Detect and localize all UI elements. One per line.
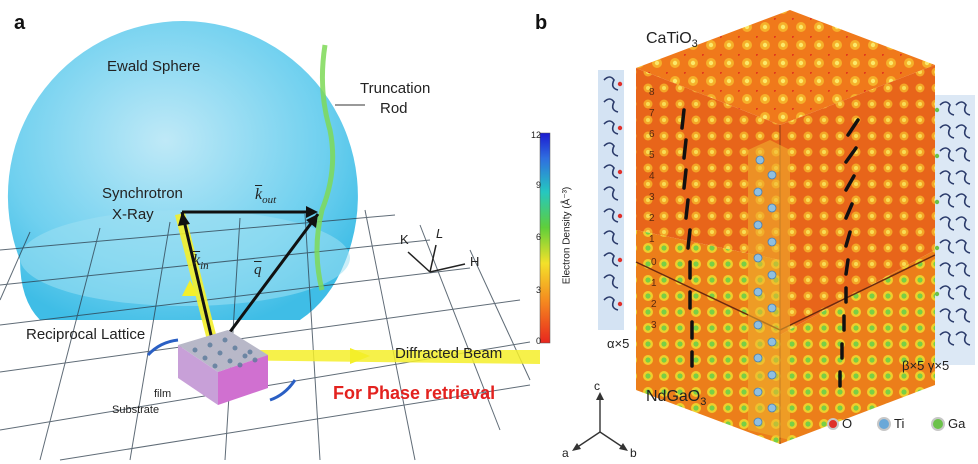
axis-b-label: b [630, 446, 637, 460]
diffracted-beam-arrow [350, 348, 370, 364]
legend-ga-swatch [931, 417, 945, 431]
q-arrowhead [306, 214, 318, 228]
top-material-label: CaTiO3 [646, 30, 698, 50]
layer-number: 7 [649, 108, 655, 119]
c-axis-arrow [596, 392, 604, 400]
alpha-tilt-oxygen [617, 81, 623, 307]
colorbar [539, 132, 551, 344]
cube-left-face-top [636, 68, 780, 260]
layer-number: 2 [651, 299, 657, 310]
truncation-rod-label-line2: Rod [380, 100, 408, 117]
rotation-arrow-left [146, 338, 179, 357]
truncation-rod [314, 44, 336, 291]
k-out-arrowhead [306, 206, 318, 218]
substrate-label: Substrate [112, 404, 160, 416]
layer-number: 1 [649, 234, 655, 245]
klh-axes [407, 244, 466, 273]
axis-h-label: H [470, 254, 480, 269]
phase-retrieval-label: For Phase retrieval [333, 383, 496, 403]
layer-numbers-top: 8 7 6 5 4 3 2 1 [649, 82, 655, 250]
film-side-right [218, 355, 268, 405]
bottom-material-name: NdGaO [646, 388, 701, 405]
layer-number: 2 [649, 213, 655, 224]
axis-a-label: a [562, 446, 569, 460]
film-label: film [154, 388, 172, 400]
scattering-triangle [180, 210, 320, 353]
ewald-sphere-label: Ewald Sphere [107, 58, 201, 75]
layer-number: 5 [649, 150, 655, 161]
beta-gamma-label: β×5 γ×5 [902, 358, 950, 373]
panel-b-letter: b [535, 12, 548, 34]
a-axis-arrow [572, 443, 581, 451]
truncation-rod-label: Truncation [360, 80, 431, 97]
k-in-symbol: k [193, 252, 201, 269]
film-top [178, 330, 268, 372]
top-material-subscript: 3 [691, 38, 698, 51]
alpha-tilt-glyphs [603, 76, 619, 311]
layer-number: 3 [649, 192, 655, 203]
axis-l-label: L [436, 226, 444, 241]
colorbar-tick-0: 0 [535, 336, 541, 346]
k-in-label: kin [193, 252, 209, 272]
cube-left-face-bottom [636, 230, 780, 444]
legend-o-label: O [842, 416, 853, 431]
bottom-material-label: NdGaO3 [646, 388, 706, 408]
axis-k-label: K [400, 232, 409, 247]
xray-label: X-Ray [112, 206, 154, 223]
legend-o-swatch [827, 418, 839, 430]
layer-number: 8 [649, 87, 655, 98]
bottom-material-subscript: 3 [700, 396, 707, 409]
atom-column-cutout [748, 140, 790, 440]
layer-number: 1 [651, 278, 657, 289]
colorbar-tick-12: 12 [530, 130, 541, 140]
beta-rotation-arrows [838, 118, 860, 388]
k-in-arrowhead [178, 212, 190, 226]
b-axis-arrow [619, 443, 628, 451]
diffracted-beam-label: Diffracted Beam [395, 345, 503, 362]
abc-axes [575, 396, 625, 449]
film-atoms [192, 337, 258, 369]
ti-atom-column [753, 155, 777, 427]
panel-a-letter: a [14, 12, 26, 34]
diffracted-beam [210, 350, 540, 364]
k-in-subscript: in [200, 260, 209, 273]
incident-beam-arrow [182, 280, 198, 296]
cube-right-face-bottom [780, 250, 935, 444]
k-out-subscript: out [262, 194, 277, 207]
alpha-rotation-arrows [680, 108, 694, 368]
interface-line-right [779, 254, 936, 331]
layer-number: 4 [649, 171, 655, 182]
synchrotron-label: Synchrotron [102, 185, 183, 202]
legend-ti-swatch [877, 417, 891, 431]
layer-number: 0 [651, 257, 657, 268]
colorbar-tick-6: 6 [535, 232, 541, 242]
beta-gamma-tilt-glyphs [939, 101, 971, 346]
alpha-tilt-strip [598, 70, 624, 330]
colorbar-label: Electron Density (Å⁻³) [561, 186, 573, 285]
colorbar-tick-3: 3 [535, 285, 541, 295]
film-side-left [178, 345, 218, 405]
layer-numbers-bottom: 0 1 2 3 [651, 252, 657, 336]
top-material-name: CaTiO [646, 30, 692, 47]
layer-number: 6 [649, 129, 655, 140]
legend-ti-label: Ti [894, 416, 905, 431]
q-label: q [254, 262, 262, 278]
reciprocal-lattice-label: Reciprocal Lattice [26, 326, 146, 343]
cube-top-face [636, 10, 935, 125]
k-out-label: kout [255, 186, 276, 206]
layer-number: 3 [651, 320, 657, 331]
axis-c-label: c [594, 379, 600, 393]
alpha-label: α×5 [607, 336, 630, 351]
colorbar-tick-9: 9 [535, 180, 541, 190]
beta-gamma-tilt-ga [934, 107, 940, 297]
k-out-symbol: k [255, 186, 263, 203]
cube-right-face-top [780, 65, 935, 335]
legend-ga-label: Ga [948, 416, 966, 431]
rotation-arrow-right [269, 379, 297, 402]
